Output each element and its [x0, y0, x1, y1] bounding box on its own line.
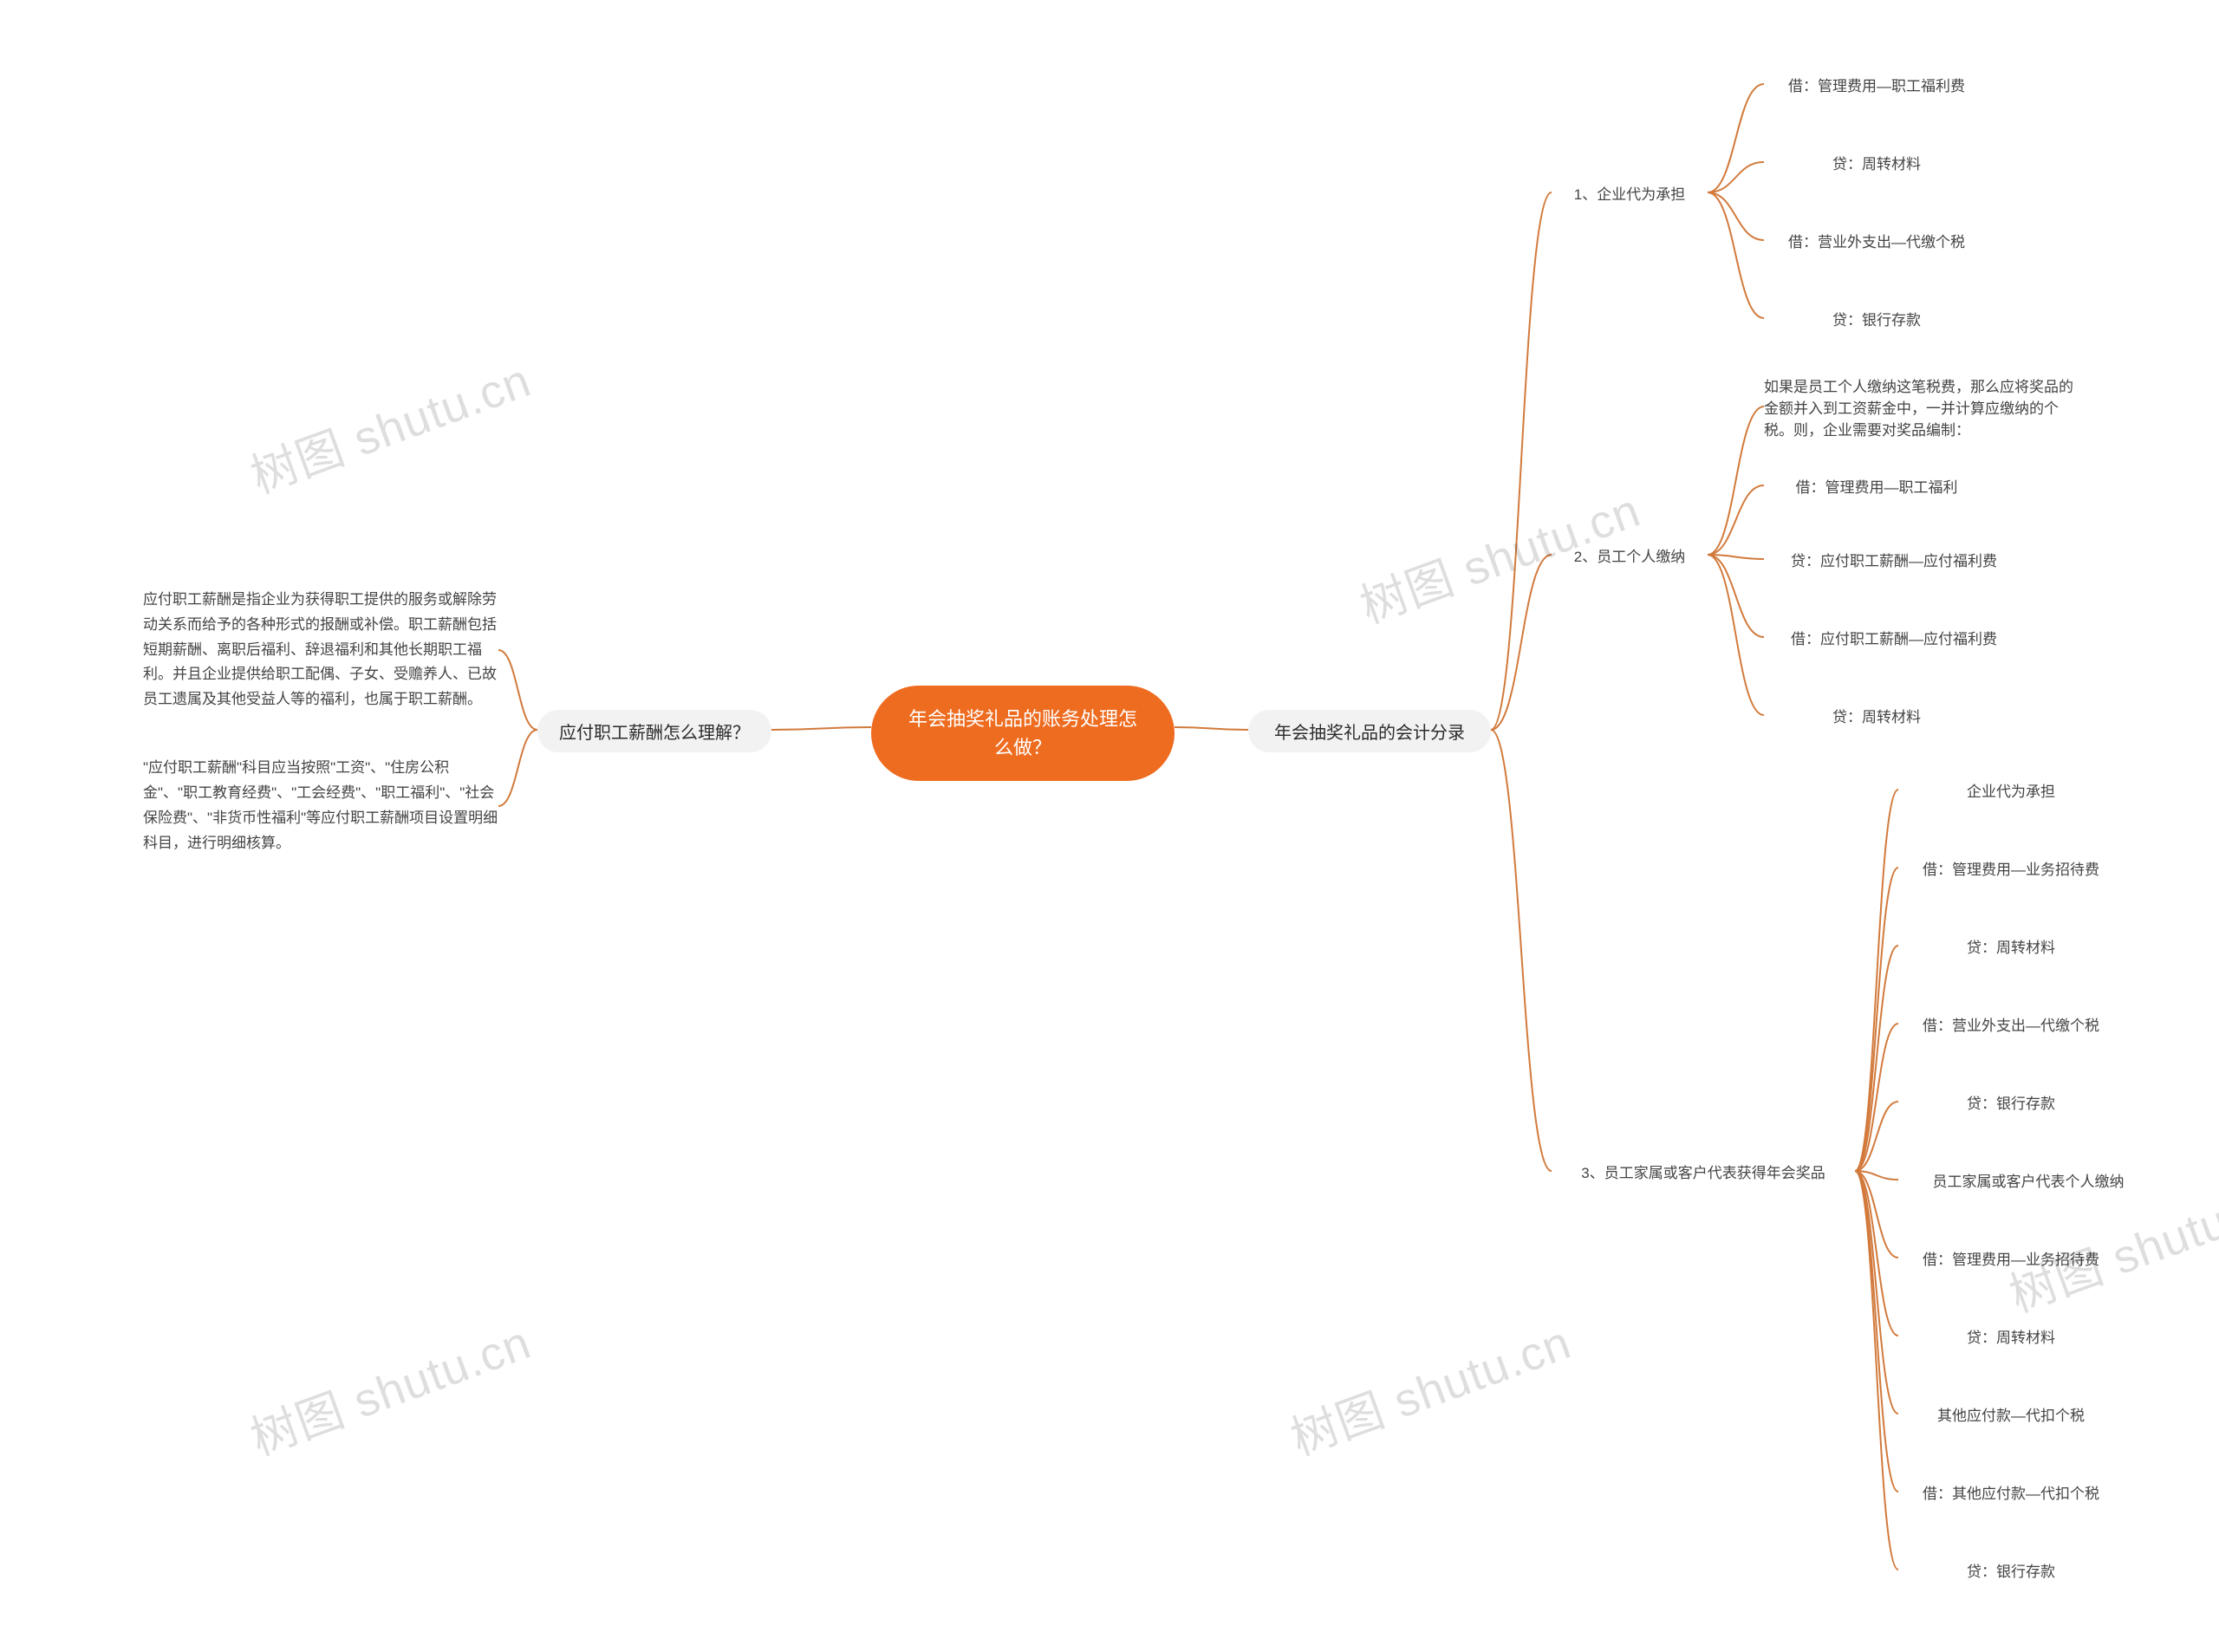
leaf-0-2: 借：营业外支出—代缴个税: [1764, 227, 1989, 253]
leaf-1-3: 借：应付职工薪酬—应付福利费: [1764, 624, 2024, 650]
mindmap-canvas: 年会抽奖礼品的账务处理怎么做？ 应付职工薪酬怎么理解？ 应付职工薪酬是指企业为获得职…: [0, 0, 2219, 1652]
leaf-2-9: 借：其他应付款—代扣个税: [1898, 1479, 2124, 1505]
leaf-2-1: 借：管理费用—业务招待费: [1898, 855, 2124, 881]
root-node: 年会抽奖礼品的账务处理怎么做？: [871, 686, 1175, 781]
leaf-2-2: 贷：周转材料: [1898, 933, 2124, 959]
leaf-2-6: 借：管理费用—业务招待费: [1898, 1245, 2124, 1271]
left-block-0: 应付职工薪酬是指企业为获得职工提供的服务或解除劳动关系而给予的各种形式的报酬或补…: [143, 576, 498, 724]
leaf-2-10: 贷：银行存款: [1898, 1557, 2124, 1583]
left-pill: 应付职工薪酬怎么理解？: [537, 710, 771, 752]
group-label-1: 2、员工个人缴纳: [1552, 542, 1708, 568]
leaf-2-4: 贷：银行存款: [1898, 1089, 2124, 1115]
watermark-1: 树图 shutu.cn: [240, 1304, 539, 1469]
leaf-2-5: 员工家属或客户代表个人缴纳: [1898, 1167, 2158, 1193]
watermark-2: 树图 shutu.cn: [1280, 1304, 1579, 1469]
leaf-0-1: 贷：周转材料: [1764, 149, 1989, 175]
leaf-2-3: 借：营业外支出—代缴个税: [1898, 1011, 2124, 1037]
left-block-1: "应付职工薪酬"科目应当按照"工资"、"住房公积金"、"职工教育经费"、"工会经…: [143, 745, 498, 867]
group-label-0: 1、企业代为承担: [1552, 179, 1708, 205]
leaf-1-2: 贷：应付职工薪酬—应付福利费: [1764, 546, 2024, 572]
leaf-2-0: 企业代为承担: [1898, 777, 2124, 803]
group-label-2: 3、员工家属或客户代表获得年会奖品: [1552, 1158, 1855, 1184]
leaf-1-4: 贷：周转材料: [1764, 702, 1989, 728]
leaf-1-0: 如果是员工个人缴纳这笔税费，那么应将奖品的金额并入到工资薪金中，一并计算应缴纳的…: [1764, 373, 2085, 440]
leaf-2-7: 贷：周转材料: [1898, 1323, 2124, 1349]
right-pill: 年会抽奖礼品的会计分录: [1248, 710, 1491, 752]
leaf-0-0: 借：管理费用—职工福利费: [1764, 71, 1989, 97]
leaf-2-8: 其他应付款—代扣个税: [1898, 1401, 2124, 1427]
watermark-0: 树图 shutu.cn: [240, 342, 539, 507]
leaf-1-1: 借：管理费用—职工福利: [1764, 472, 1989, 498]
leaf-0-3: 贷：银行存款: [1764, 305, 1989, 331]
